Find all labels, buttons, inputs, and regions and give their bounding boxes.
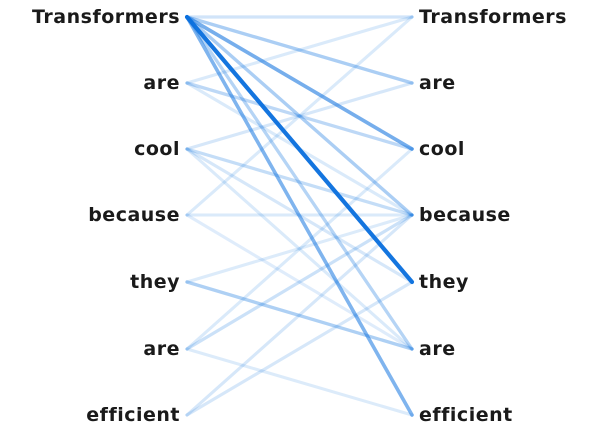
attention-link <box>187 17 412 149</box>
source-token: are <box>143 337 180 361</box>
target-token: cool <box>419 137 465 161</box>
target-token: efficient <box>419 403 513 427</box>
target-token: Transformers <box>419 5 567 29</box>
target-token: are <box>419 337 456 361</box>
source-token: because <box>88 203 180 227</box>
target-token: they <box>419 270 469 294</box>
target-token: are <box>419 71 456 95</box>
source-token: Transformers <box>32 5 180 29</box>
source-token: are <box>143 71 180 95</box>
attention-link <box>187 282 412 349</box>
attention-link <box>187 17 412 349</box>
target-token: because <box>419 203 511 227</box>
source-token: cool <box>134 137 180 161</box>
source-token: they <box>130 270 180 294</box>
attention-link <box>187 17 412 282</box>
source-token: efficient <box>86 403 180 427</box>
